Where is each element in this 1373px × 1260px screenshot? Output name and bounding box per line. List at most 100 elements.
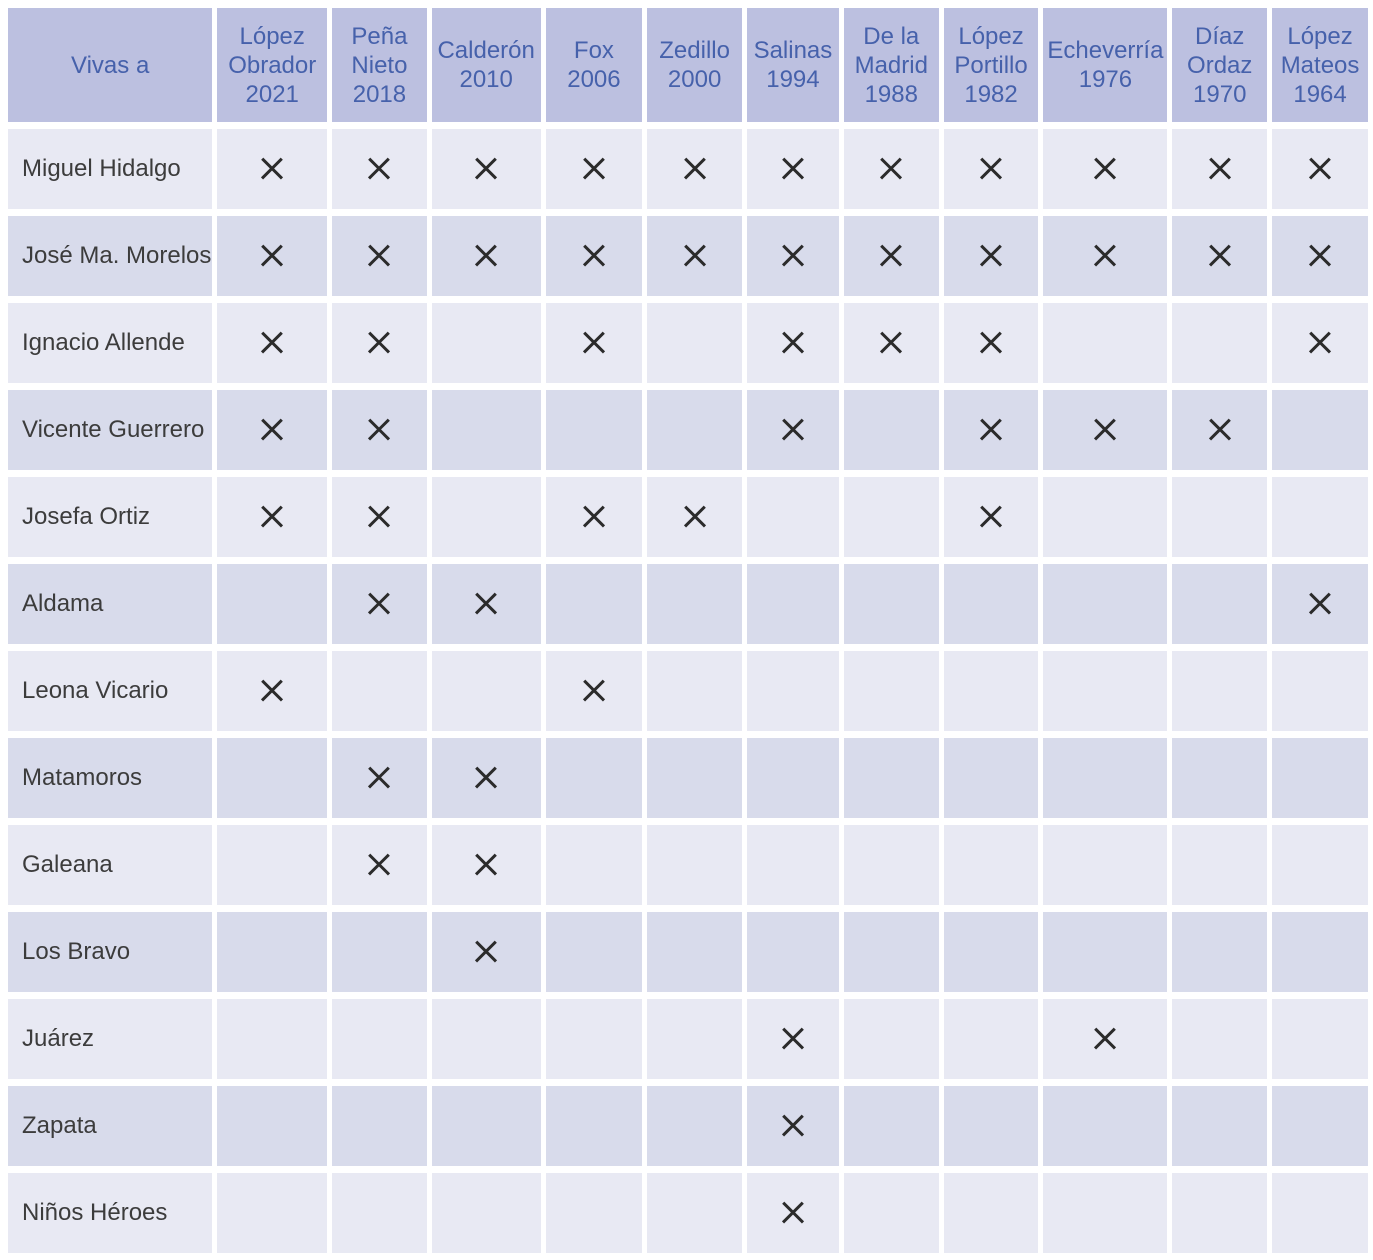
mark-cell <box>431 999 541 1079</box>
mark-cell <box>746 390 839 470</box>
mark-cell <box>943 564 1039 644</box>
x-mark-icon <box>877 155 905 183</box>
mark-cell <box>431 1173 541 1253</box>
column-header-line: 1970 <box>1193 80 1247 108</box>
x-mark-icon <box>365 242 393 270</box>
mark-cell <box>943 390 1039 470</box>
mark-cell <box>1043 651 1168 731</box>
table-row: Matamoros <box>8 738 1368 818</box>
mark-cell <box>332 738 427 818</box>
mark-cell <box>431 303 541 383</box>
mark-cell <box>1272 651 1368 731</box>
x-mark-icon <box>1206 416 1234 444</box>
x-mark-icon <box>977 503 1005 531</box>
column-header-line: 1982 <box>964 80 1018 108</box>
x-mark-icon <box>472 590 500 618</box>
x-mark-icon <box>977 242 1005 270</box>
mark-cell <box>746 216 839 296</box>
mark-cell <box>332 390 427 470</box>
x-mark-icon <box>365 503 393 531</box>
column-header-line: Fox <box>573 37 614 64</box>
mark-cell <box>1172 477 1268 557</box>
x-mark-icon <box>258 242 286 270</box>
mark-cell <box>1272 1173 1368 1253</box>
mark-cell <box>943 912 1039 992</box>
mark-cell <box>1272 303 1368 383</box>
x-mark-icon <box>779 155 807 183</box>
mark-cell <box>545 825 643 905</box>
mark-cell <box>332 1086 427 1166</box>
column-header-line: 1976 <box>1078 66 1133 93</box>
x-mark-icon <box>365 329 393 357</box>
mark-cell <box>217 912 328 992</box>
mark-cell <box>217 1173 328 1253</box>
mark-cell <box>843 738 939 818</box>
mark-cell <box>1272 825 1368 905</box>
x-mark-icon <box>1306 329 1334 357</box>
column-header-line: Madrid <box>854 51 928 79</box>
x-mark-icon <box>258 503 286 531</box>
x-mark-icon <box>258 329 286 357</box>
column-header-line: De la <box>863 22 920 50</box>
x-mark-icon <box>977 329 1005 357</box>
mark-cell <box>843 129 939 209</box>
x-mark-icon <box>580 242 608 270</box>
row-label: Niños Héroes <box>8 1173 213 1253</box>
x-mark-icon <box>472 938 500 966</box>
mark-cell <box>647 390 742 470</box>
column-header-line: 1964 <box>1293 80 1347 108</box>
x-mark-icon <box>1091 242 1119 270</box>
mark-cell <box>843 564 939 644</box>
x-mark-icon <box>258 416 286 444</box>
mark-cell <box>431 825 541 905</box>
mark-cell <box>217 1086 328 1166</box>
mark-cell <box>843 1173 939 1253</box>
column-header-line: 2010 <box>459 66 513 93</box>
row-label: Galeana <box>8 825 213 905</box>
x-mark-icon <box>580 503 608 531</box>
mark-cell <box>843 825 939 905</box>
mark-cell <box>943 216 1039 296</box>
row-label: Matamoros <box>8 738 213 818</box>
mark-cell <box>843 999 939 1079</box>
mark-cell <box>217 651 328 731</box>
table-row: Josefa Ortiz <box>8 477 1368 557</box>
mark-cell <box>1043 564 1168 644</box>
column-header-line: Obrador <box>228 51 317 79</box>
x-mark-icon <box>365 764 393 792</box>
mark-cell <box>217 999 328 1079</box>
x-mark-icon <box>472 851 500 879</box>
mark-cell <box>431 1086 541 1166</box>
mark-cell <box>431 564 541 644</box>
x-mark-icon <box>1306 155 1334 183</box>
mark-cell <box>746 825 839 905</box>
mark-cell <box>545 651 643 731</box>
column-header-line: López <box>958 22 1024 50</box>
mark-cell <box>746 129 839 209</box>
mark-cell <box>943 303 1039 383</box>
mark-cell <box>431 216 541 296</box>
mark-cell <box>647 738 742 818</box>
mark-cell <box>1272 564 1368 644</box>
column-header-11: López Mateos 1964 <box>1272 8 1368 122</box>
mark-cell <box>431 477 541 557</box>
column-header-10: Díaz Ordaz 1970 <box>1172 8 1268 122</box>
mark-cell <box>1172 999 1268 1079</box>
row-label: Juárez <box>8 999 213 1079</box>
mark-cell <box>1172 912 1268 992</box>
mark-cell <box>647 216 742 296</box>
row-label: Leona Vicario <box>8 651 213 731</box>
row-label: Zapata <box>8 1086 213 1166</box>
table-row: Leona Vicario <box>8 651 1368 731</box>
mark-cell <box>746 738 839 818</box>
table-row: Vicente Guerrero <box>8 390 1368 470</box>
column-header-line: 2021 <box>245 80 299 108</box>
mark-cell <box>1043 1173 1168 1253</box>
mark-cell <box>332 477 427 557</box>
mark-cell <box>746 1086 839 1166</box>
x-mark-icon <box>779 1025 807 1053</box>
x-mark-icon <box>681 155 709 183</box>
x-mark-icon <box>580 329 608 357</box>
column-header-9: Echeverría 1976 <box>1043 8 1168 122</box>
column-header-line: López <box>1287 22 1353 50</box>
